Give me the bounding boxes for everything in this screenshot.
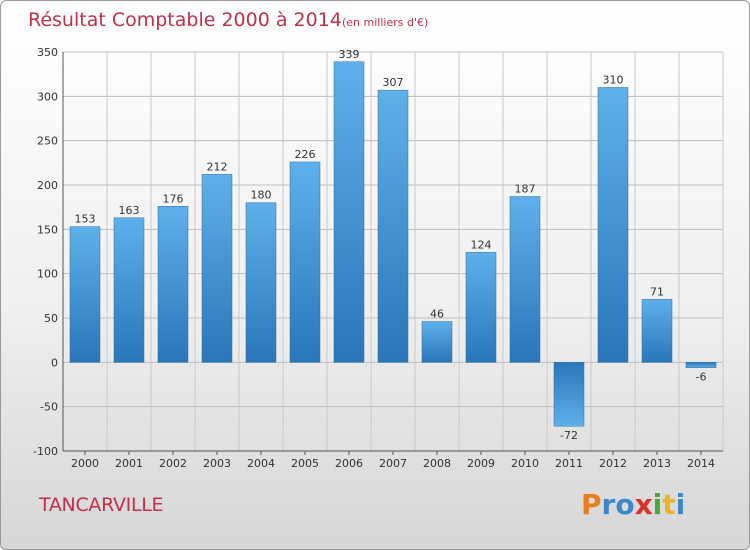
y-tick-label: 200 [37, 179, 58, 192]
x-tick-label: 2012 [599, 457, 627, 470]
logo-letter: t [662, 488, 676, 521]
value-label: 226 [295, 148, 316, 161]
bar-2008 [421, 321, 453, 363]
chart-subtitle: (en milliers d'€) [342, 16, 428, 29]
bar-2000 [69, 226, 101, 363]
value-label: 163 [119, 204, 140, 217]
x-tick-label: 2001 [115, 457, 143, 470]
value-label: 187 [515, 183, 536, 196]
y-tick-label: 100 [37, 268, 58, 281]
x-tick-label: 2002 [159, 457, 187, 470]
value-labels: 153 163 176 212 180 226 339 307 46 124 187 -72 310 71… [75, 48, 707, 442]
value-label: -6 [696, 371, 707, 384]
logo-letter: i [652, 488, 663, 521]
y-tick-label: 50 [44, 312, 58, 325]
x-tick-label: 2009 [467, 457, 495, 470]
value-label: 307 [383, 76, 404, 89]
x-tick-label: 2008 [423, 457, 451, 470]
value-label: 339 [339, 48, 360, 61]
value-label: 46 [430, 308, 444, 321]
logo-letter: i [675, 488, 686, 521]
bars [69, 61, 717, 427]
proxiti-logo: Proxiti [581, 488, 685, 521]
logo-letter: o [615, 488, 635, 521]
value-label: 124 [471, 238, 492, 251]
x-tick-label: 2014 [687, 457, 715, 470]
y-tick-label: 300 [37, 90, 58, 103]
value-label: 310 [603, 73, 624, 86]
x-tick-label: 2007 [379, 457, 407, 470]
value-label: -72 [560, 429, 578, 442]
value-label: 180 [251, 189, 272, 202]
bar-2006 [333, 61, 365, 363]
y-tick-label: -100 [33, 445, 58, 458]
bar-2001 [113, 217, 145, 363]
x-tick-label: 2006 [335, 457, 363, 470]
bar-2003 [201, 174, 233, 363]
x-tick-label: 2003 [203, 457, 231, 470]
commune-name: TANCARVILLE [39, 494, 164, 516]
value-label: 176 [163, 192, 184, 205]
axes: -100 -50 0 50 100 150 200 250 300 350 2000 2001 2002… [33, 46, 723, 470]
bar-2014 [685, 362, 717, 368]
bar-2011 [553, 362, 585, 427]
x-tick-label: 2005 [291, 457, 319, 470]
logo-letter: P [581, 488, 602, 521]
y-tick-label: 0 [51, 356, 58, 369]
bar-2010 [509, 196, 541, 363]
bar-2013 [641, 299, 673, 363]
logo-letter: x [634, 488, 653, 521]
bar-2002 [157, 206, 189, 363]
x-tick-label: 2011 [555, 457, 583, 470]
bar-2009 [465, 252, 497, 363]
value-label: 71 [650, 285, 664, 298]
x-tick-label: 2004 [247, 457, 275, 470]
logo-letter: r [601, 488, 616, 521]
value-label: 153 [75, 213, 96, 226]
bar-2012 [597, 87, 629, 363]
chart-title: Résultat Comptable 2000 à 2014 [28, 9, 342, 31]
x-tick-label: 2000 [71, 457, 99, 470]
y-tick-label: 150 [37, 223, 58, 236]
x-tick-label: 2013 [643, 457, 671, 470]
bar-2004 [245, 202, 277, 363]
y-tick-label: -50 [40, 401, 58, 414]
bar-2005 [289, 161, 321, 363]
y-tick-label: 250 [37, 135, 58, 148]
x-tick-label: 2010 [511, 457, 539, 470]
value-label: 212 [207, 160, 228, 173]
bar-2007 [377, 89, 409, 363]
y-tick-label: 350 [37, 46, 58, 59]
